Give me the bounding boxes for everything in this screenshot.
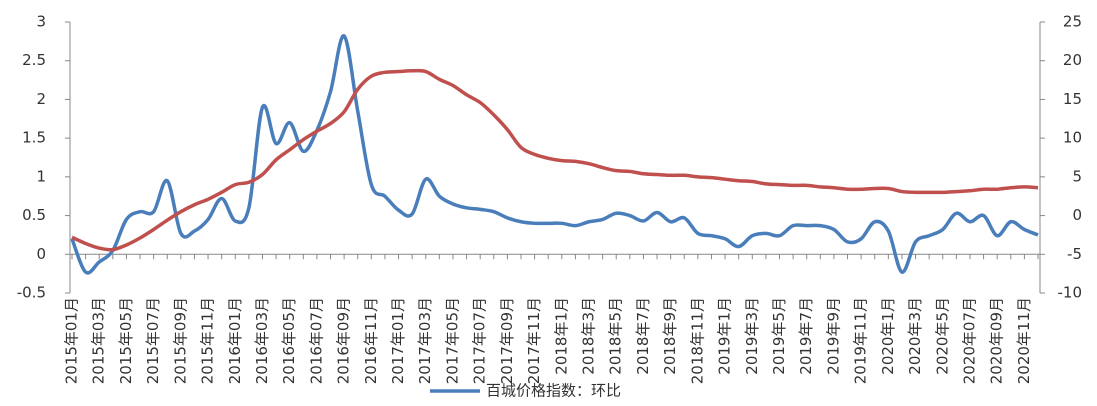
x-tick-label: 2018年7月 [634,297,652,375]
legend-label: 百城价格指数：环比 [486,382,621,400]
x-tick-label: 2018年1月 [552,297,570,375]
x-tick-label: 2016年05月 [280,297,298,384]
y2-tick-label: -5 [1067,245,1082,263]
x-tick-label: 2016年03月 [253,297,271,384]
y2-tick-label: 20 [1063,51,1082,69]
y2-tick-label: 15 [1063,90,1082,108]
x-tick-label: 2018年9月 [661,297,679,375]
x-tick-label: 2016年11月 [362,297,380,384]
y-tick-label: 3 [36,13,46,31]
y-tick-label: 1 [36,167,46,185]
x-tick-label: 2015年07月 [144,297,162,384]
x-tick-label: 2019年1月 [716,297,734,375]
y2-tick-label: 5 [1072,167,1082,185]
x-tick-label: 2017年07月 [471,297,489,384]
series-line [70,34,1039,275]
x-tick-label: 2019年11月 [852,297,870,384]
x-tick-label: 2019年5月 [770,297,788,375]
x-tick-label: 2015年01月 [63,297,81,384]
y-tick-label: 1.5 [22,129,46,147]
x-tick-label: 2015年03月 [90,297,108,384]
y-tick-label: 2.5 [22,51,46,69]
x-tick-label: 2015年11月 [199,297,217,384]
y2-tick-label: -10 [1058,284,1083,302]
x-tick-label: 2015年09月 [171,297,189,384]
y2-tick-label: 10 [1063,129,1082,147]
x-tick-label: 2016年01月 [226,297,244,384]
series-line [71,68,1039,252]
y-tick-label: 2 [36,90,46,108]
x-tick-label: 2017年01月 [389,297,407,384]
x-tick-label: 2018年3月 [580,297,598,375]
x-tick-label: 2015年05月 [117,297,135,384]
x-tick-label: 2019年3月 [743,297,761,375]
x-tick-label: 2020年09月 [988,297,1006,384]
x-tick-label: 2020年07月 [960,297,978,384]
x-tick-label: 2018年5月 [607,297,625,375]
y-tick-label: 0 [36,245,46,263]
x-tick-label: 2020年1月 [879,297,897,375]
x-tick-label: 2018年11月 [688,297,706,384]
y-tick-label: 0.5 [22,206,46,224]
x-tick-label: 2019年7月 [797,297,815,375]
x-tick-label: 2017年05月 [443,297,461,384]
x-tick-label: 2016年07月 [307,297,325,384]
x-tick-label: 2020年3月 [906,297,924,375]
x-tick-label: 2016年09月 [335,297,353,384]
y2-tick-label: 25 [1063,13,1082,31]
x-tick-label: 2020年11月 [1015,297,1033,384]
y-tick-label: -0.5 [17,284,46,302]
x-tick-label: 2019年9月 [824,297,842,375]
x-tick-label: 2017年09月 [498,297,516,384]
y2-tick-label: 0 [1072,206,1082,224]
x-tick-label: 2020年5月 [933,297,951,375]
x-tick-label: 2017年03月 [416,297,434,384]
x-tick-label: 2017年11月 [525,297,543,384]
